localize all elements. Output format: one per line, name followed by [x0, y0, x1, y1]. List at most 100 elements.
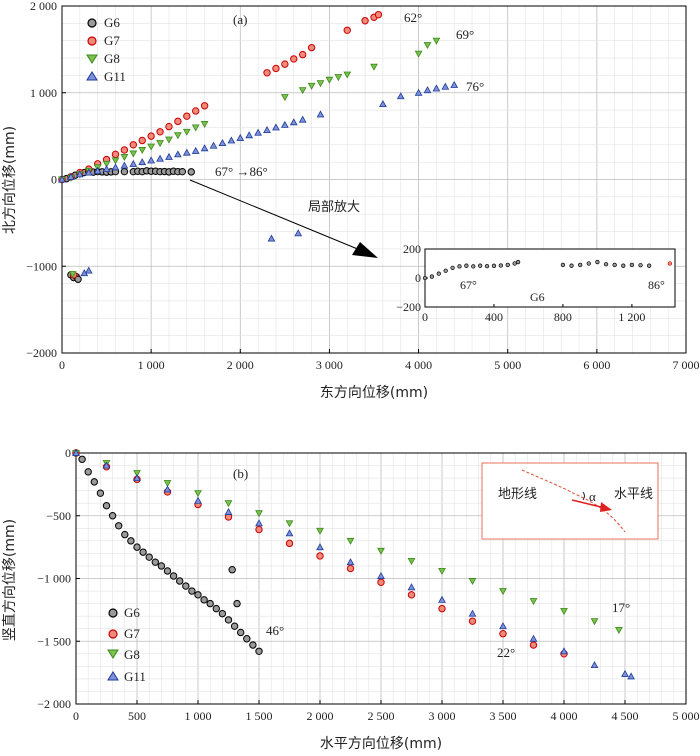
x-tick-label: 4 500 — [612, 709, 639, 723]
inset-data-point — [578, 262, 583, 268]
data-point-g7 — [377, 578, 385, 586]
x-tick-label: 6 000 — [583, 358, 610, 372]
panel-a-y-ticks: 2 000 1 000 0 −1000 −2000 — [26, 0, 66, 360]
data-point-g11 — [379, 100, 387, 107]
y-tick-label: −500 — [46, 509, 71, 523]
data-point-g6 — [194, 591, 202, 599]
data-point-g11 — [499, 622, 507, 630]
inset-label-horizontal: 水平线 — [614, 487, 653, 502]
data-point-g11 — [120, 161, 129, 169]
panel-b-label: (b) — [233, 466, 248, 481]
data-point-g11 — [227, 136, 236, 144]
data-point-g11 — [377, 571, 385, 579]
svg-text:G7: G7 — [124, 626, 140, 641]
inset-data-point — [436, 271, 441, 276]
data-point-g6 — [169, 572, 178, 580]
data-point-g11 — [590, 661, 599, 669]
x-tick-label: 0 — [59, 358, 65, 372]
data-point-g11 — [280, 120, 289, 128]
inset-data-point — [484, 263, 490, 269]
x-tick-label: 4 000 — [551, 709, 578, 723]
inset-data-point — [457, 264, 462, 269]
data-point-g11 — [102, 165, 111, 173]
data-point-g6 — [96, 489, 105, 497]
panel-b-legend: G6 G7 G8 G11 — [107, 605, 146, 684]
data-point-g6 — [206, 599, 214, 608]
data-point-g7 — [111, 150, 120, 159]
x-tick-label: 3 500 — [490, 709, 517, 723]
data-point-g11 — [245, 131, 254, 139]
inset-y-tick-label: −200 — [396, 300, 421, 314]
data-point-g6 — [233, 599, 241, 608]
legend-item-g8: G8 — [86, 51, 120, 66]
y-tick-label: 2 000 — [30, 0, 57, 13]
data-point-g8 — [120, 153, 129, 161]
data-point-g7 — [407, 591, 416, 599]
inset-data-point — [595, 259, 600, 265]
zoom-arrow — [189, 179, 378, 258]
x-tick-label: 3 000 — [316, 358, 343, 372]
data-point-g7 — [129, 141, 138, 149]
data-point-g11 — [298, 115, 307, 123]
data-point-g7 — [156, 128, 164, 136]
data-point-g6 — [178, 167, 187, 176]
data-point-g11 — [529, 634, 538, 642]
inset-x-tick-label: 400 — [485, 310, 503, 324]
y-tick-label: −1 000 — [37, 572, 71, 586]
inset-data-point — [498, 263, 504, 268]
svg-text:G8: G8 — [124, 647, 140, 662]
data-point-g11 — [438, 595, 446, 603]
data-point-g6 — [200, 596, 208, 604]
annotation-62deg: 62° — [404, 10, 422, 25]
data-point-g11 — [621, 669, 629, 677]
x-tick-label: 7 000 — [673, 358, 700, 372]
data-point-g11 — [289, 118, 298, 126]
annotation-46deg: 46° — [266, 623, 284, 638]
data-point-g7 — [147, 132, 155, 140]
data-point-g7 — [343, 26, 351, 34]
data-point-g11 — [93, 166, 102, 174]
data-point-g8 — [111, 157, 120, 165]
y-tick-label: 0 — [51, 173, 57, 187]
data-point-g8 — [194, 490, 202, 498]
annotation-local-zoom: 局部放大 — [308, 200, 360, 215]
data-point-g7 — [361, 17, 369, 25]
data-point-g8 — [334, 74, 343, 82]
data-point-g7 — [281, 60, 289, 68]
data-point-g8 — [191, 124, 200, 132]
data-point-g11 — [316, 543, 324, 551]
x-tick-label: 2 000 — [227, 358, 254, 372]
inset-data-point — [560, 262, 566, 268]
inset-data-point — [515, 259, 521, 265]
data-point-g11 — [133, 474, 141, 482]
panel-a-x-axis-label: 东方向位移(mm) — [320, 385, 428, 401]
data-point-g8 — [182, 128, 191, 136]
data-point-g11 — [200, 144, 209, 152]
data-point-g11 — [224, 507, 233, 515]
inset-points — [422, 259, 672, 281]
data-point-g8 — [560, 608, 568, 616]
inset-label-86deg: 86° — [648, 278, 665, 292]
data-point-g11 — [236, 133, 245, 141]
data-point-g7 — [529, 641, 538, 649]
data-point-g6 — [108, 512, 117, 520]
inset-data-point — [638, 263, 643, 268]
data-point-g11 — [396, 92, 405, 100]
data-point-g7 — [374, 10, 383, 19]
horizontal-line-arrow — [571, 499, 606, 509]
x-tick-label: 500 — [128, 709, 146, 723]
annotation-76deg: 76° — [466, 79, 484, 94]
data-point-g6 — [121, 530, 129, 539]
data-point-g6 — [90, 478, 99, 486]
data-point-g6 — [237, 628, 245, 637]
data-point-g11 — [209, 141, 218, 149]
data-point-g11 — [255, 519, 263, 527]
data-point-g8 — [224, 500, 233, 508]
data-point-g7 — [192, 107, 200, 115]
data-point-g7 — [272, 64, 280, 73]
panel-b-y-axis-label: 竖直方向位移(mm) — [1, 519, 18, 641]
svg-text:G11: G11 — [104, 69, 126, 84]
data-point-g11 — [84, 168, 93, 176]
